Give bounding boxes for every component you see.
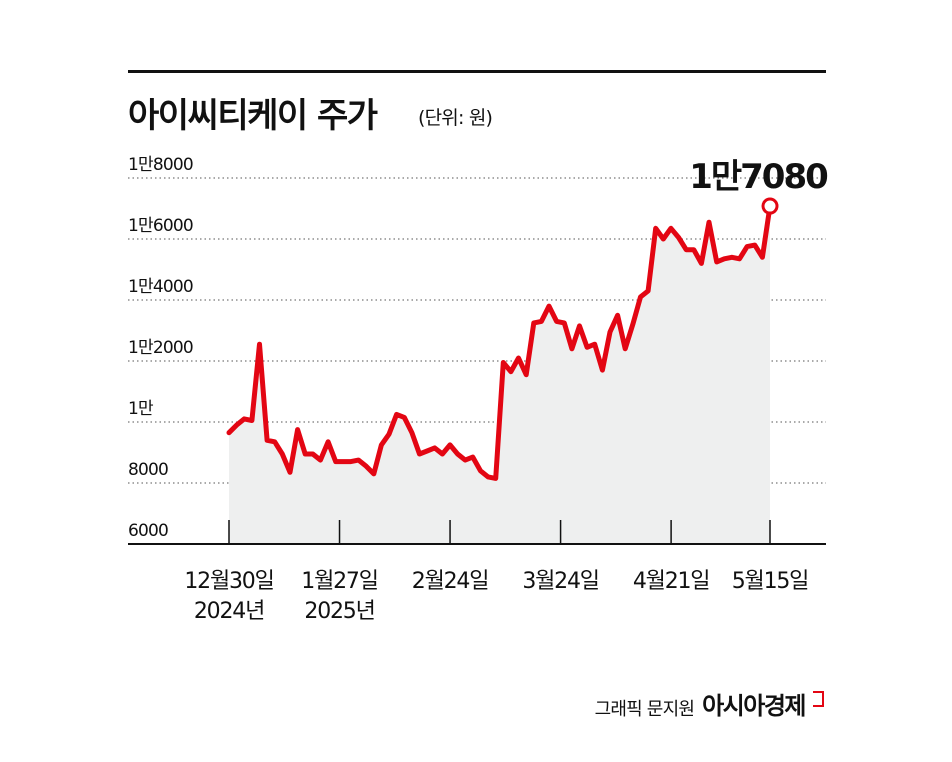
- price-line: [226, 203, 773, 481]
- x-tick-label: 1월27일: [301, 569, 377, 594]
- last-price-label: 1만7080: [689, 157, 828, 197]
- price-area: [229, 206, 770, 544]
- credit-text: 그래픽 문지원: [594, 699, 695, 720]
- y-tick-label: 1만2000: [128, 338, 193, 358]
- last-price-marker: [761, 197, 779, 215]
- x-tick-label: 3월24일: [522, 569, 598, 594]
- x-tick-label: 4월21일: [633, 569, 709, 594]
- unit-label: (단위: 원): [418, 107, 493, 129]
- top-rule: [128, 70, 826, 73]
- y-tick-label: 8000: [128, 460, 168, 480]
- y-tick-label: 1만: [128, 399, 154, 419]
- y-tick-label: 1만4000: [128, 277, 193, 297]
- brand-mark-icon: [813, 691, 824, 707]
- last-price-annotation: 1만7080: [689, 157, 830, 215]
- x-axis: 12월30일 2024년 1월27일 2025년 2월24일 3월24일 4월21일 5월15…: [128, 520, 826, 624]
- y-tick-label: 1만6000: [128, 216, 193, 236]
- y-tick-label: 1만8000: [128, 155, 193, 175]
- x-tick-sublabel: 2024년: [194, 599, 264, 624]
- x-tick-label: 2월24일: [412, 569, 488, 594]
- x-tick-sublabel: 2025년: [304, 599, 374, 624]
- chart-title: 아이씨티케이 주가: [128, 96, 378, 136]
- x-tick-label: 5월15일: [732, 569, 808, 594]
- x-tick-label: 12월30일: [184, 569, 273, 594]
- brand-logo: 아시아경제: [702, 692, 806, 720]
- credit: 그래픽 문지원 아시아경제: [595, 686, 824, 721]
- y-tick-label: 6000: [128, 521, 168, 541]
